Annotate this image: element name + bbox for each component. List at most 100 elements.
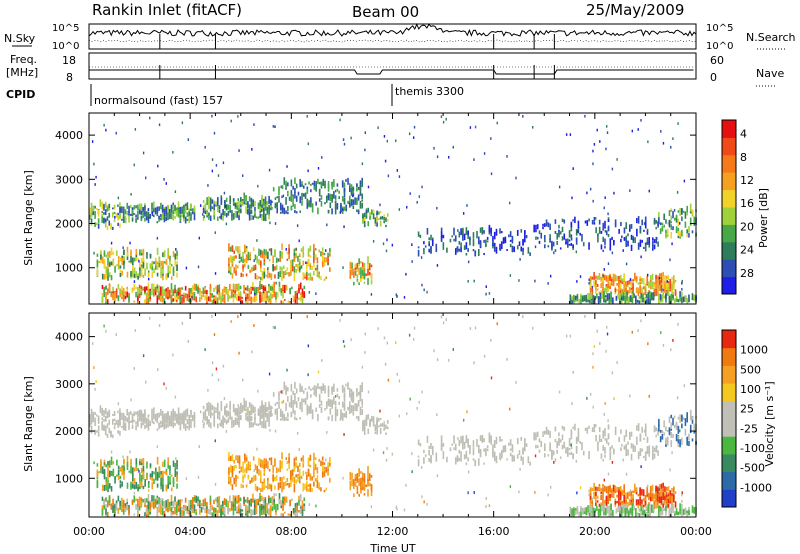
power-cell (190, 212, 192, 215)
velocity-cell (161, 419, 164, 428)
velocity-cell (271, 406, 273, 410)
velocity-cell (363, 419, 366, 427)
power-cell (356, 278, 359, 282)
velocity-cell (424, 454, 427, 457)
power-cell (268, 259, 271, 262)
power-cell (519, 258, 521, 261)
power-cell (306, 261, 308, 265)
power-cell (260, 209, 263, 212)
power-cell (670, 215, 673, 221)
velocity-cell (220, 421, 223, 427)
power-cell (140, 209, 143, 215)
velocity-cell (639, 433, 642, 438)
power-cell (254, 210, 256, 213)
power-cell (113, 207, 116, 210)
velocity-cell (600, 502, 602, 507)
velocity-cell (599, 508, 602, 516)
power-cell (263, 263, 266, 266)
power-cell (501, 241, 503, 250)
velocity-cell (488, 432, 491, 441)
velocity-cell (270, 457, 273, 466)
power-cell (278, 188, 280, 196)
velocity-cell (177, 415, 180, 424)
velocity-cell (662, 487, 664, 493)
velocity-cell (163, 510, 166, 517)
power-cell (242, 264, 244, 271)
velocity-cell (358, 493, 360, 497)
power-cell (227, 288, 229, 297)
velocity-cell (625, 492, 627, 501)
velocity-cell (356, 485, 359, 489)
power-cell (370, 293, 373, 296)
power-cell (101, 213, 103, 219)
power-cell (639, 239, 642, 247)
power-cell (659, 228, 662, 234)
power-cell (119, 288, 121, 294)
power-cell (558, 231, 560, 238)
velocity-cell (586, 427, 589, 434)
power-cell (126, 202, 129, 209)
velocity-cell (640, 505, 642, 512)
power-cell (663, 213, 665, 221)
velocity-cell (279, 418, 282, 421)
velocity-cell (247, 461, 250, 470)
power-cell (135, 286, 137, 290)
power-cell (316, 264, 319, 271)
velocity-cell (307, 468, 310, 477)
power-cell (229, 195, 231, 202)
velocity-cell (570, 451, 573, 455)
velocity-cell (238, 455, 241, 464)
power-cell (331, 198, 333, 203)
power-cell (289, 287, 291, 294)
power-cell (206, 289, 208, 296)
velocity-cell (303, 497, 306, 502)
power-cell (627, 240, 629, 247)
power-cell (379, 211, 382, 214)
velocity-cell (334, 413, 337, 422)
velocity-cell (152, 407, 155, 415)
velocity-cell (245, 412, 247, 421)
velocity-cell (611, 490, 613, 494)
velocity-cell (612, 509, 614, 516)
power-cell (658, 296, 660, 304)
velocity-cell (129, 420, 132, 423)
power-cell (360, 271, 362, 279)
velocity-cell (105, 504, 107, 512)
freq-traces (88, 65, 694, 79)
power-cell (645, 293, 648, 299)
velocity-cell (149, 473, 152, 478)
power-cell (493, 245, 496, 252)
power-cell (107, 274, 109, 281)
velocity-cell (170, 511, 173, 517)
velocity-cell (151, 495, 153, 502)
power-cell (152, 201, 155, 209)
power-cell (138, 203, 141, 210)
velocity-cell (649, 486, 652, 492)
power-cell (631, 297, 634, 304)
velocity-cell (644, 427, 647, 437)
power-cell (142, 151, 145, 155)
power-cell (183, 295, 185, 301)
power-cell (442, 234, 445, 239)
power-cell (588, 281, 590, 285)
power-cell (281, 195, 283, 199)
power-cell (130, 270, 132, 277)
power-cell (222, 209, 224, 216)
power-cell (599, 296, 602, 303)
velocity-cell (229, 495, 231, 503)
power-cell (167, 265, 170, 273)
power-cell (186, 202, 189, 211)
power-cell (333, 191, 335, 199)
power-cell (128, 295, 130, 303)
velocity-cell (162, 461, 164, 467)
power-cell (600, 244, 603, 250)
velocity-cell (147, 424, 150, 431)
power-cell (294, 297, 297, 304)
power-cell (356, 274, 359, 278)
power-cell (668, 220, 671, 228)
velocity-cell (628, 498, 631, 506)
power-cell (208, 202, 210, 210)
velocity-cell (372, 418, 375, 427)
velocity-cell (112, 470, 115, 477)
velocity-cell (145, 498, 148, 503)
